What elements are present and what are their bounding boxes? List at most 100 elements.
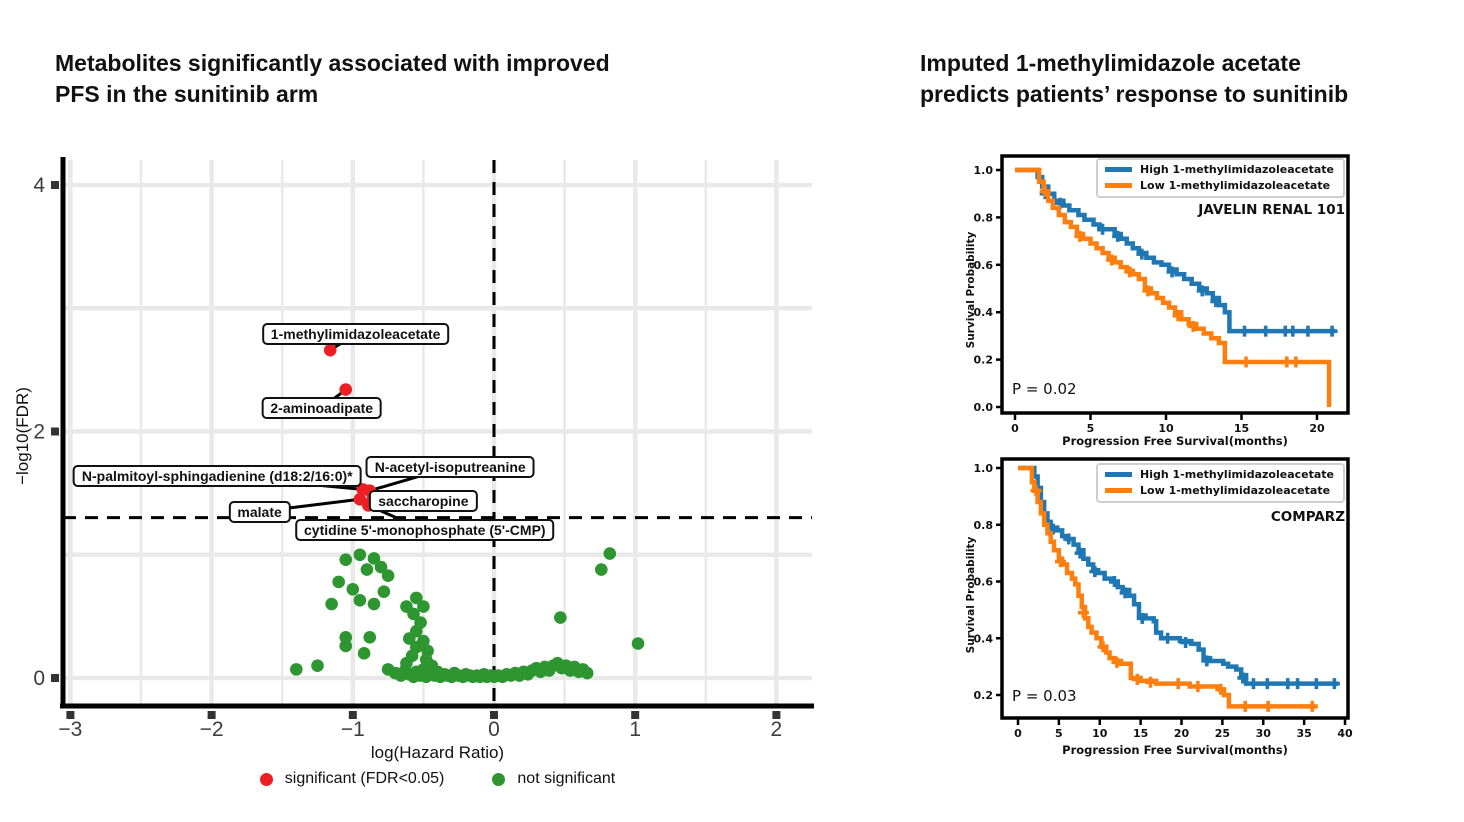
data-point-not-significant xyxy=(595,563,608,576)
y-tick-label: 1.0 xyxy=(974,462,994,475)
x-tick-mark xyxy=(490,711,498,719)
km-javelin-x-axis-label: Progression Free Survival(months) xyxy=(1062,434,1288,448)
x-tick-label: 5 xyxy=(1087,422,1095,435)
km-title-line2: predicts patients’ response to sunitinib xyxy=(920,81,1349,108)
km-plot-comparz: 0 5 10 15 20 25 30 35 40 1.0 0.8 0.6 0.4 0.2 High 1-m… xyxy=(958,445,1464,785)
y-tick-label: 0.6 xyxy=(974,576,994,589)
y-tick-label: 0.2 xyxy=(974,354,994,367)
km-title-line1: Imputed 1-methylimidazole acetate xyxy=(920,50,1301,76)
data-point-not-significant xyxy=(339,639,353,653)
x-tick-label: 15 xyxy=(1133,727,1148,740)
panel-border xyxy=(1000,457,1350,720)
x-tick-label: 1 xyxy=(629,718,641,741)
x-tick-label: 35 xyxy=(1296,727,1311,740)
annotation-leader-line xyxy=(369,465,451,493)
legend-label-low: Low 1-methylimidazoleacetate xyxy=(1140,179,1331,192)
data-point-not-significant xyxy=(290,663,303,676)
x-tick-label: −1 xyxy=(341,718,365,741)
volcano-svg: −3 −2 −1 0 1 2 0 2 4 xyxy=(33,157,814,741)
legend-item-low: Low 1-methylimidazoleacetate xyxy=(1105,179,1334,192)
legend-label-high: High 1-methylimidazoleacetate xyxy=(1140,163,1334,176)
x-tick-mark xyxy=(207,711,216,719)
data-point-not-significant xyxy=(414,616,427,629)
high-line-swatch-icon xyxy=(1105,472,1133,477)
km-comparz-svg: 0 5 10 15 20 25 30 35 40 1.0 0.8 0.6 0.4 0.2 xyxy=(974,457,1353,740)
x-tick-label: 0 xyxy=(1014,727,1022,740)
x-tick-mark xyxy=(772,711,781,719)
legend-label-high: High 1-methylimidazoleacetate xyxy=(1140,468,1334,481)
y-tick-label: 0.0 xyxy=(974,401,994,414)
x-tick-mark xyxy=(66,711,75,719)
annotation-leader-line xyxy=(259,497,361,514)
data-point-not-significant xyxy=(360,563,374,576)
x-tick-mark xyxy=(348,711,357,719)
km-plot-javelin: 0 5 10 15 20 1.0 0.8 0.6 0.4 0.2 0.0 High 1-methyl… xyxy=(958,140,1464,448)
data-point-not-significant xyxy=(410,591,423,605)
legend-item-low: Low 1-methylimidazoleacetate xyxy=(1105,484,1334,497)
data-point-not-significant xyxy=(353,594,367,607)
data-point-not-significant xyxy=(346,582,360,596)
y-tick-label: 0 xyxy=(33,667,45,690)
data-point-significant xyxy=(362,499,375,512)
data-point-not-significant xyxy=(357,647,371,660)
km-comparz-y-axis-label: Survival Probability xyxy=(965,536,977,654)
low-line-swatch-icon xyxy=(1105,183,1133,188)
data-point-not-significant xyxy=(363,631,377,644)
x-tick-label: 5 xyxy=(1055,727,1063,740)
x-tick-label: 10 xyxy=(1158,422,1174,435)
legend-item-high: High 1-methylimidazoleacetate xyxy=(1105,468,1334,481)
data-point-not-significant xyxy=(367,597,381,611)
data-point-significant xyxy=(339,383,353,396)
x-tick-label: 0 xyxy=(488,718,500,741)
x-tick-label: 30 xyxy=(1256,727,1272,740)
significant-dot-icon xyxy=(259,772,273,786)
legend-label-not-significant: not significant xyxy=(517,770,616,787)
legend-item-high: High 1-methylimidazoleacetate xyxy=(1105,163,1334,176)
y-tick-label: 0.6 xyxy=(974,259,994,272)
x-tick-label: 40 xyxy=(1337,727,1353,740)
data-point-significant xyxy=(323,343,337,357)
curves-group xyxy=(1018,465,1340,712)
curves-group xyxy=(1015,167,1338,407)
data-point-not-significant xyxy=(381,569,395,583)
x-tick-label: −3 xyxy=(58,718,82,741)
volcano-title-line2: PFS in the sunitinib arm xyxy=(55,81,319,108)
y-tick-mark xyxy=(51,181,59,189)
x-tick-label: 15 xyxy=(1234,422,1249,435)
data-point-not-significant xyxy=(631,637,645,650)
x-tick-label: 0 xyxy=(1011,422,1019,435)
study-label-comparz: COMPARZ xyxy=(1270,509,1345,525)
y-tick-label: 4 xyxy=(33,174,45,197)
legend-item-not-significant: not significant xyxy=(492,770,615,788)
annotation-leader-line xyxy=(217,474,363,491)
data-point-not-significant xyxy=(425,659,439,672)
km-curve-low xyxy=(1018,465,1318,709)
data-point-not-significant xyxy=(417,600,430,613)
data-point-not-significant xyxy=(603,547,617,560)
data-point-not-significant xyxy=(325,597,338,611)
y-tick-label: 1.0 xyxy=(974,164,994,177)
x-tick-mark xyxy=(631,711,640,719)
annotation-leader-line xyxy=(372,497,424,503)
x-tick-label: 10 xyxy=(1092,727,1108,740)
data-point-not-significant xyxy=(374,560,388,574)
p-value-javelin: P = 0.02 xyxy=(1012,380,1077,398)
data-point-not-significant xyxy=(400,600,413,613)
legend-item-significant: significant (FDR<0.05) xyxy=(259,770,444,788)
x-tick-label: −2 xyxy=(200,718,224,741)
legend-label-low: Low 1-methylimidazoleacetate xyxy=(1140,484,1331,497)
km-javelin-svg: 0 5 10 15 20 1.0 0.8 0.6 0.4 0.2 0.0 xyxy=(974,154,1350,435)
data-point-not-significant xyxy=(311,659,324,672)
panel-border xyxy=(1000,154,1350,415)
km-title: Imputed 1-methylimidazole acetate predic… xyxy=(920,48,1348,110)
high-line-swatch-icon xyxy=(1105,167,1133,172)
x-tick-label: 25 xyxy=(1215,727,1230,740)
y-tick-label: 0.4 xyxy=(974,306,994,319)
km-javelin-y-axis-label: Survival Probability xyxy=(965,231,977,349)
study-label-javelin: JAVELIN RENAL 101 xyxy=(1198,202,1345,218)
y-tick-mark xyxy=(51,427,59,436)
low-line-swatch-icon xyxy=(1105,488,1133,493)
y-tick-label: 0.8 xyxy=(974,519,994,532)
data-point-not-significant xyxy=(332,575,345,589)
